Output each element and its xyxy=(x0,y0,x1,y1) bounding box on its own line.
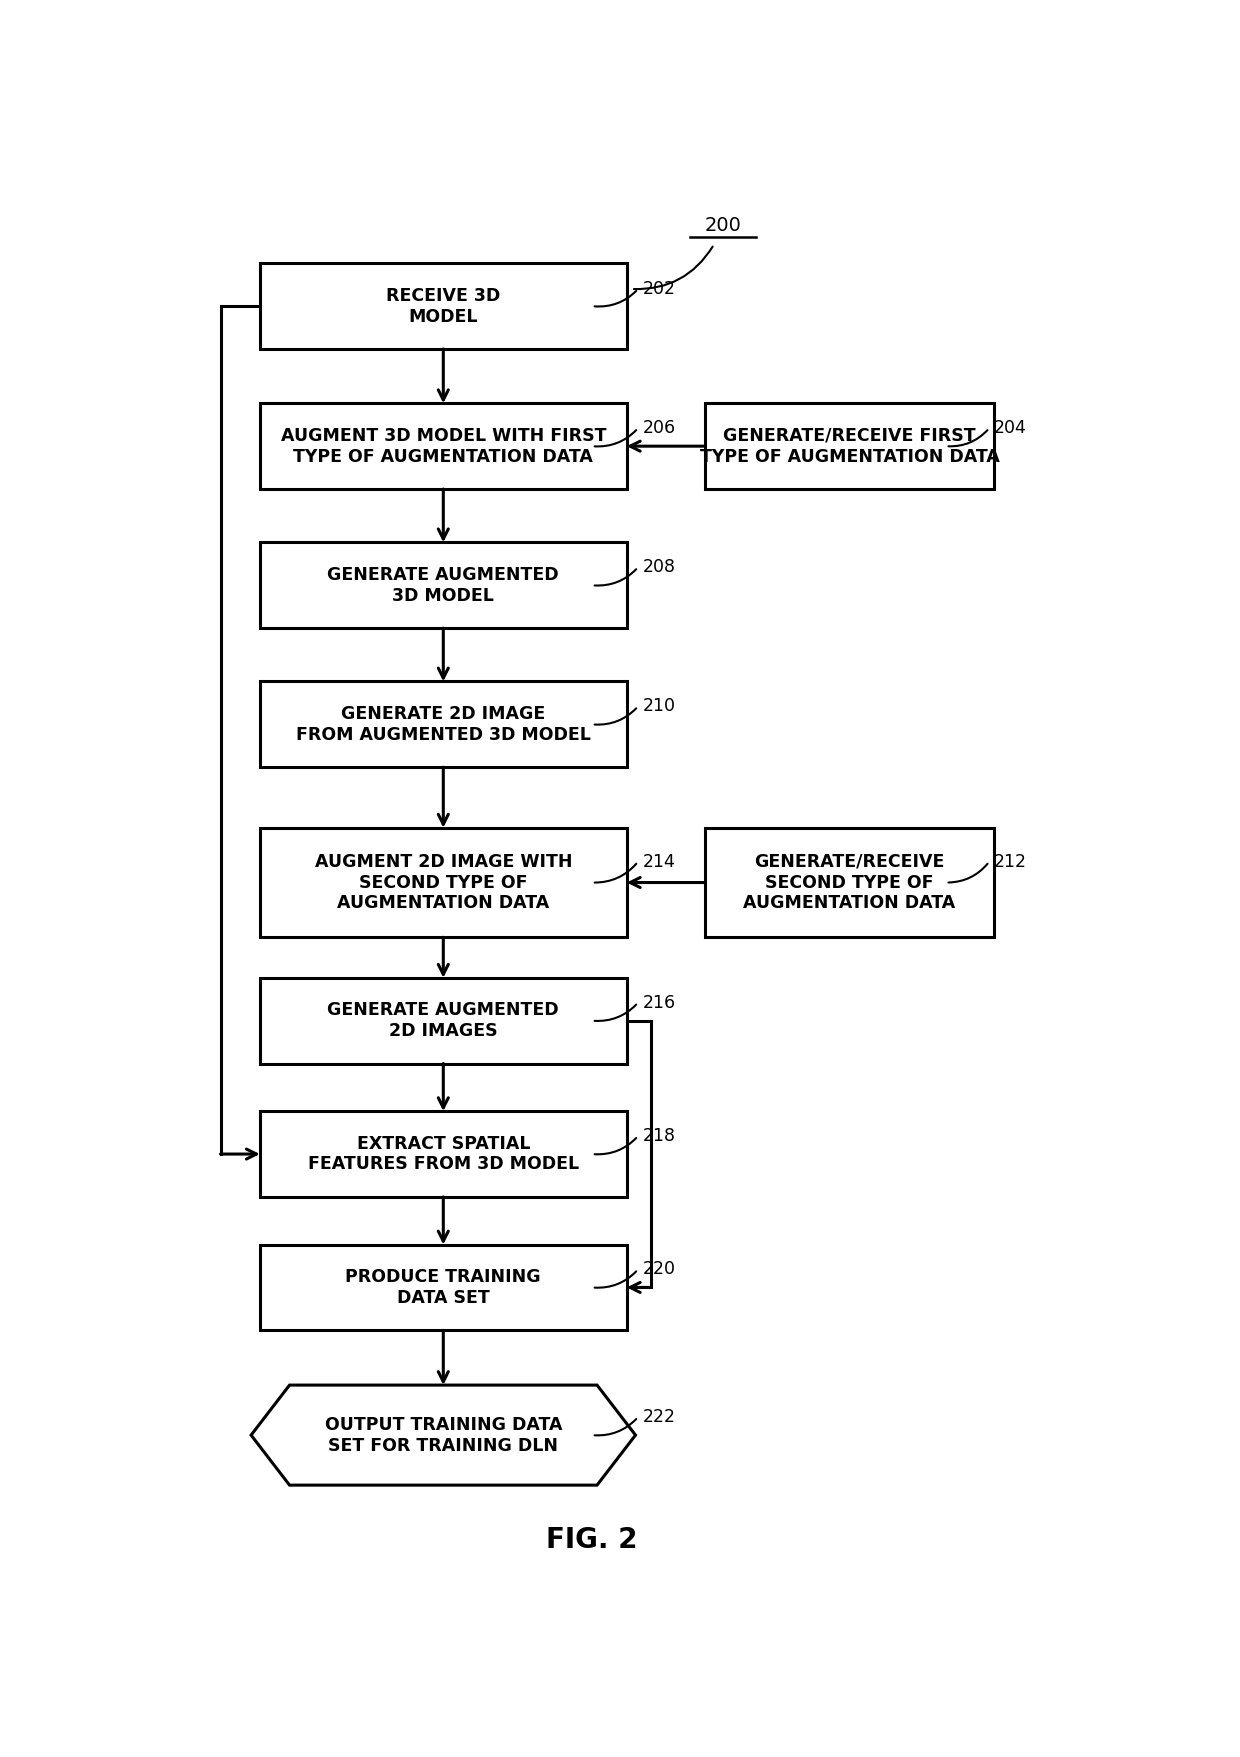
Text: OUTPUT TRAINING DATA
SET FOR TRAINING DLN: OUTPUT TRAINING DATA SET FOR TRAINING DL… xyxy=(325,1416,562,1455)
Polygon shape xyxy=(250,1385,635,1485)
Text: FIG. 2: FIG. 2 xyxy=(546,1525,637,1553)
Bar xyxy=(260,264,626,350)
Text: AUGMENT 3D MODEL WITH FIRST
TYPE OF AUGMENTATION DATA: AUGMENT 3D MODEL WITH FIRST TYPE OF AUGM… xyxy=(280,427,606,466)
Text: GENERATE/RECEIVE FIRST
TYPE OF AUGMENTATION DATA: GENERATE/RECEIVE FIRST TYPE OF AUGMENTAT… xyxy=(699,427,999,466)
Text: 216: 216 xyxy=(642,993,676,1012)
Bar xyxy=(706,828,993,936)
Text: RECEIVE 3D
MODEL: RECEIVE 3D MODEL xyxy=(386,286,501,325)
Bar xyxy=(260,543,626,629)
Bar xyxy=(260,828,626,936)
Text: 220: 220 xyxy=(642,1260,676,1279)
Text: 208: 208 xyxy=(642,559,676,576)
Text: 218: 218 xyxy=(642,1126,676,1146)
Text: GENERATE AUGMENTED
2D IMAGES: GENERATE AUGMENTED 2D IMAGES xyxy=(327,1001,559,1040)
Text: 202: 202 xyxy=(642,279,676,299)
Text: 206: 206 xyxy=(642,420,676,437)
Text: EXTRACT SPATIAL
FEATURES FROM 3D MODEL: EXTRACT SPATIAL FEATURES FROM 3D MODEL xyxy=(308,1135,579,1174)
Bar xyxy=(260,1244,626,1330)
Text: 204: 204 xyxy=(993,420,1027,437)
Text: 214: 214 xyxy=(642,852,676,870)
Bar xyxy=(260,979,626,1063)
Text: PRODUCE TRAINING
DATA SET: PRODUCE TRAINING DATA SET xyxy=(346,1269,541,1307)
Text: AUGMENT 2D IMAGE WITH
SECOND TYPE OF
AUGMENTATION DATA: AUGMENT 2D IMAGE WITH SECOND TYPE OF AUG… xyxy=(315,852,572,912)
Text: GENERATE 2D IMAGE
FROM AUGMENTED 3D MODEL: GENERATE 2D IMAGE FROM AUGMENTED 3D MODE… xyxy=(296,705,590,743)
Text: GENERATE AUGMENTED
3D MODEL: GENERATE AUGMENTED 3D MODEL xyxy=(327,566,559,604)
Text: 212: 212 xyxy=(993,852,1027,870)
Bar xyxy=(706,404,993,488)
Bar xyxy=(260,682,626,768)
Text: 200: 200 xyxy=(704,216,742,235)
Text: 210: 210 xyxy=(642,698,676,715)
Bar xyxy=(260,404,626,488)
Bar xyxy=(260,1110,626,1197)
Text: GENERATE/RECEIVE
SECOND TYPE OF
AUGMENTATION DATA: GENERATE/RECEIVE SECOND TYPE OF AUGMENTA… xyxy=(744,852,956,912)
Text: 222: 222 xyxy=(642,1407,676,1427)
